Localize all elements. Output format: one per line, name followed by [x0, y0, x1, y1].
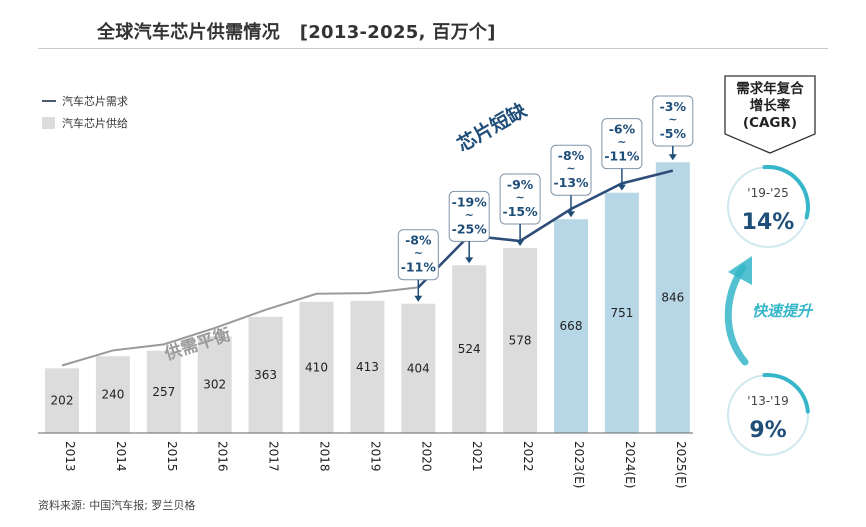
x-tick-label: 2023(E): [572, 441, 586, 488]
chart-title: 全球汽车芯片供需情况 [2013-2025, 百万个]: [97, 22, 496, 43]
bar-value-label: 413: [356, 360, 379, 374]
cagr-period: '13-'19: [747, 394, 788, 408]
supply-bar: [45, 368, 79, 433]
gap-label-bottom: -11%: [401, 260, 437, 275]
supply-bar: [503, 248, 538, 433]
supply-bar: [452, 265, 487, 433]
rising-arrow-label: 快速提升: [752, 302, 814, 320]
bar-value-label: 410: [305, 360, 328, 374]
gap-arrow-head: [465, 257, 474, 264]
bar-value-label: 257: [152, 385, 175, 399]
cagr-value: 14%: [742, 210, 795, 235]
cagr-title-line: 需求年复合: [736, 80, 804, 97]
supply-bar: [554, 219, 588, 433]
cagr-arc: [762, 373, 810, 414]
cagr-period: '19-'25: [747, 186, 788, 200]
x-tick-label: 2021: [470, 441, 484, 472]
x-tick-label: 2015: [165, 441, 179, 472]
gap-arrow-head: [516, 240, 525, 247]
bar-value-label: 524: [458, 342, 481, 356]
bar-value-label: 202: [51, 394, 74, 408]
legend-bar-swatch: [42, 117, 55, 129]
cagr-value: 9%: [749, 418, 786, 443]
cagr-title-line: 增长率: [750, 97, 791, 114]
source-note: 资料来源: 中国汽车报; 罗兰贝格: [38, 499, 196, 512]
gap-label-top: -19%: [452, 194, 488, 209]
gap-label-mid: ~: [465, 208, 474, 221]
gap-label-bottom: -11%: [604, 149, 640, 164]
demand-line-shortage: [417, 169, 674, 289]
legend-demand-label: 汽车芯片需求: [62, 94, 128, 108]
x-tick-label: 2024(E): [623, 441, 637, 488]
gap-label-bottom: -5%: [660, 126, 687, 141]
x-tick-label: 2025(E): [674, 441, 688, 488]
gap-label-top: -6%: [609, 122, 636, 137]
x-tick-label: 2018: [318, 441, 332, 472]
gap-arrow-head: [668, 154, 677, 161]
gap-label-mid: ~: [617, 136, 626, 149]
supply-bar: [604, 192, 639, 433]
gap-label-mid: ~: [668, 113, 677, 126]
cagr-title-line: (CAGR): [743, 115, 797, 131]
title-divider: [38, 48, 828, 49]
cagr-header-box: [724, 75, 816, 154]
supply-bar: [248, 316, 283, 433]
x-tick-label: 2017: [267, 441, 281, 472]
supply-bar: [299, 301, 334, 433]
gap-label-top: -8%: [558, 148, 585, 163]
gap-label-mid: ~: [414, 247, 423, 260]
supply-bar: [146, 350, 181, 433]
rising-arrow-shaft: [724, 264, 749, 366]
gap-arrow-head: [414, 295, 423, 302]
x-tick-label: 2013: [63, 441, 77, 472]
supply-bar: [350, 300, 385, 433]
annotation-shortage: 芯片短缺: [453, 98, 531, 156]
rising-arrow-head: [728, 256, 752, 285]
x-tick-label: 2022: [521, 441, 535, 472]
gap-arrow-head: [617, 184, 626, 191]
bar-value-label: 363: [254, 368, 277, 382]
gap-label-top: -9%: [507, 177, 534, 192]
supply-bar: [197, 336, 232, 433]
bar-value-label: 404: [407, 361, 430, 375]
x-tick-label: 2019: [368, 441, 382, 472]
cagr-arc: [762, 165, 810, 220]
bar-value-label: 578: [509, 334, 532, 348]
gap-label-bottom: -13%: [553, 175, 589, 190]
supply-bar: [655, 162, 690, 433]
bar-value-label: 668: [560, 319, 583, 333]
gap-label-bottom: -25%: [452, 221, 488, 236]
gap-label-mid: ~: [515, 191, 524, 204]
bar-value-label: 240: [101, 388, 124, 402]
supply-bar: [401, 303, 436, 433]
gap-label-bottom: -15%: [503, 204, 539, 219]
x-tick-label: 2016: [216, 441, 230, 472]
gap-label-top: -3%: [660, 99, 687, 114]
gap-label-top: -8%: [405, 233, 432, 248]
x-tick-label: 2020: [419, 441, 433, 472]
x-tick-label: 2014: [114, 441, 128, 472]
demand-line-balance: [61, 286, 419, 367]
legend-supply-label: 汽车芯片供给: [62, 116, 128, 130]
bar-value-label: 846: [661, 291, 684, 305]
bar-value-label: 302: [203, 378, 226, 392]
gap-label-mid: ~: [566, 162, 575, 175]
supply-bar: [95, 356, 130, 433]
gap-arrow-head: [567, 211, 575, 218]
bar-value-label: 751: [610, 306, 633, 320]
